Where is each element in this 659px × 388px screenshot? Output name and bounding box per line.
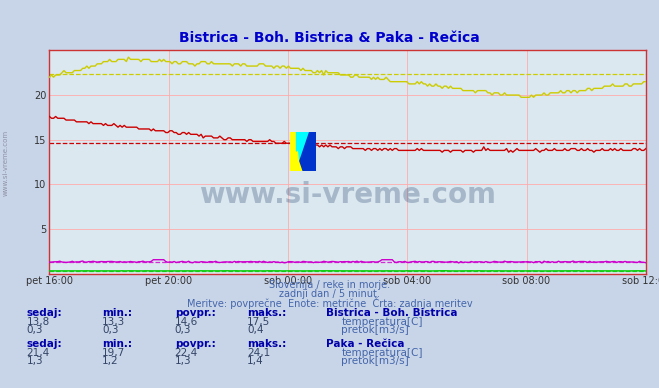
Polygon shape: [290, 132, 303, 171]
Text: 24,1: 24,1: [247, 348, 270, 358]
Text: 17,5: 17,5: [247, 317, 270, 327]
Text: povpr.:: povpr.:: [175, 339, 215, 349]
Text: sedaj:: sedaj:: [26, 339, 62, 349]
Text: 21,4: 21,4: [26, 348, 49, 358]
Text: min.:: min.:: [102, 308, 132, 318]
Text: Paka - Rečica: Paka - Rečica: [326, 339, 405, 349]
Text: pretok[m3/s]: pretok[m3/s]: [341, 324, 409, 334]
Text: min.:: min.:: [102, 339, 132, 349]
Text: 1,2: 1,2: [102, 355, 119, 365]
Text: Bistrica - Boh. Bistrica & Paka - Rečica: Bistrica - Boh. Bistrica & Paka - Rečica: [179, 31, 480, 45]
Text: 22,4: 22,4: [175, 348, 198, 358]
Text: Meritve: povprečne  Enote: metrične  Črta: zadnja meritev: Meritve: povprečne Enote: metrične Črta:…: [186, 297, 473, 309]
Text: sedaj:: sedaj:: [26, 308, 62, 318]
Text: 0,3: 0,3: [102, 324, 119, 334]
Text: maks.:: maks.:: [247, 308, 287, 318]
Text: temperatura[C]: temperatura[C]: [341, 317, 423, 327]
Text: 19,7: 19,7: [102, 348, 125, 358]
Text: zadnji dan / 5 minut.: zadnji dan / 5 minut.: [279, 289, 380, 299]
Text: 0,3: 0,3: [26, 324, 43, 334]
Text: 13,8: 13,8: [26, 317, 49, 327]
Polygon shape: [297, 132, 310, 161]
Text: povpr.:: povpr.:: [175, 308, 215, 318]
Text: 0,4: 0,4: [247, 324, 264, 334]
Text: 1,3: 1,3: [175, 355, 191, 365]
Text: temperatura[C]: temperatura[C]: [341, 348, 423, 358]
Text: www.si-vreme.com: www.si-vreme.com: [2, 130, 9, 196]
Text: Slovenija / reke in morje.: Slovenija / reke in morje.: [269, 280, 390, 290]
Text: Bistrica - Boh. Bistrica: Bistrica - Boh. Bistrica: [326, 308, 458, 318]
Text: 1,4: 1,4: [247, 355, 264, 365]
Text: 13,3: 13,3: [102, 317, 125, 327]
Polygon shape: [300, 132, 316, 171]
Text: 14,6: 14,6: [175, 317, 198, 327]
Text: 1,3: 1,3: [26, 355, 43, 365]
Text: 0,3: 0,3: [175, 324, 191, 334]
Polygon shape: [297, 132, 310, 151]
Text: maks.:: maks.:: [247, 339, 287, 349]
Text: pretok[m3/s]: pretok[m3/s]: [341, 355, 409, 365]
Text: www.si-vreme.com: www.si-vreme.com: [199, 182, 496, 210]
